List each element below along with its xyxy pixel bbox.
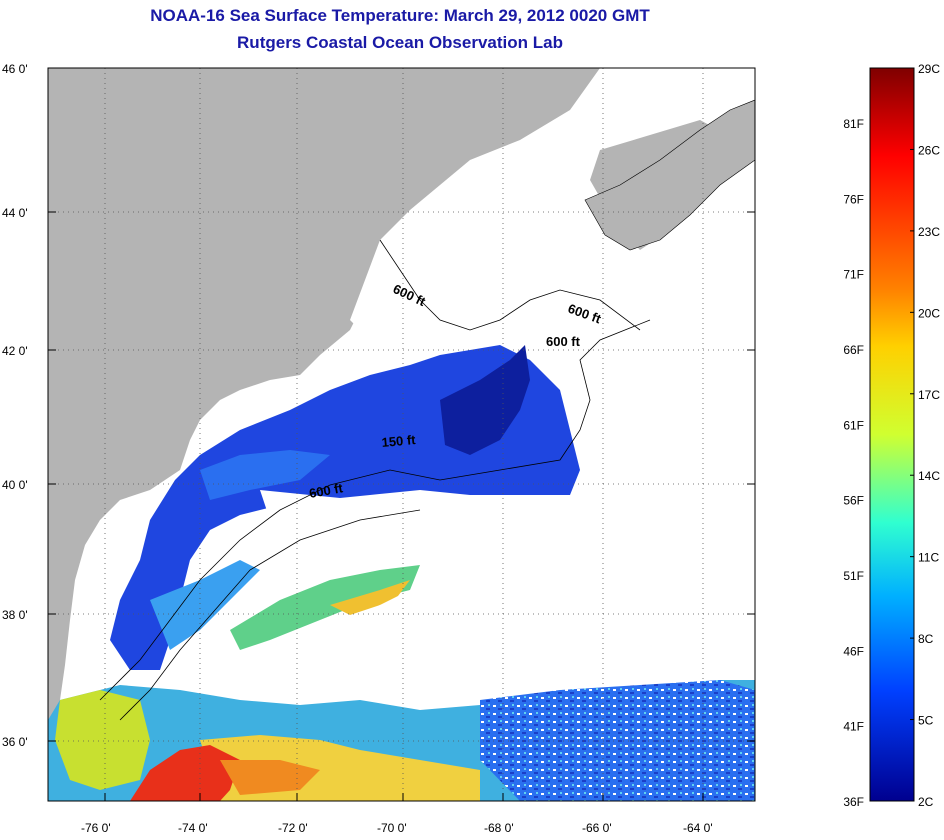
- colorbar-celsius-label: 29C: [918, 62, 940, 76]
- contour-label-600ft-south: 600 ft: [308, 480, 345, 501]
- lat-label-46: 46 0': [2, 62, 28, 76]
- colorbar-fahrenheit-label: 76F: [843, 192, 864, 206]
- land-nova-scotia: [584, 99, 755, 251]
- sst-gulf-stream: [130, 745, 240, 801]
- colorbar-fahrenheit-label: 51F: [843, 569, 864, 583]
- axis-ticks: [48, 67, 755, 801]
- colorbar-fahrenheit-label: 61F: [843, 418, 864, 432]
- lat-label-38: 38 0': [2, 608, 28, 622]
- sst-coldest-georges-bank: [440, 345, 530, 455]
- colorbar-celsius-label: 11C: [918, 551, 939, 565]
- lon-label-70: -70 0': [377, 821, 407, 835]
- colorbar-celsius-label: 17C: [918, 388, 940, 402]
- colorbar-fahrenheit-label: 46F: [843, 644, 864, 658]
- colorbar-fahrenheit-label: 56F: [843, 494, 864, 508]
- colorbar-celsius-label: 20C: [918, 306, 940, 320]
- colorbar-celsius-label: 8C: [918, 632, 934, 646]
- lon-label-72: -72 0': [278, 821, 308, 835]
- map-title: NOAA-16 Sea Surface Temperature: March 2…: [150, 6, 650, 25]
- land-us-east-coast: [48, 68, 755, 760]
- sst-map: 600 ft 600 ft 600 ft 150 ft 600 ft 46 0'…: [2, 62, 756, 835]
- map-frame: [47, 67, 756, 802]
- colorbar-celsius-label: 2C: [918, 795, 934, 809]
- colorbar-fahrenheit-label: 81F: [843, 117, 864, 131]
- colorbar-fahrenheit-label: 71F: [843, 268, 864, 282]
- contour-label-150ft: 150 ft: [381, 432, 417, 450]
- bathymetry-contours: [99, 239, 651, 721]
- lon-label-68: -68 0': [484, 821, 514, 835]
- color-scale: 29C 26C 23C 20C 17C 14C 11C 8C 5C 2C 81F 76F 71F 66F 6…: [843, 62, 940, 809]
- colorbar-fahrenheit-label: 36F: [843, 795, 864, 809]
- lon-label-76: -76 0': [81, 821, 111, 835]
- colorbar-celsius-label: 23C: [918, 225, 940, 239]
- lat-label-42: 42 0': [2, 344, 28, 358]
- contour-label-600ft-east: 600 ft: [546, 334, 581, 349]
- colorbar-celsius-label: 14C: [918, 469, 940, 483]
- lat-label-40: 40 0': [2, 478, 28, 492]
- graticule: [48, 68, 755, 801]
- map-subtitle: Rutgers Coastal Ocean Observation Lab: [237, 33, 563, 52]
- lon-label-64: -64 0': [683, 821, 713, 835]
- lat-label-44: 44 0': [2, 206, 28, 220]
- lon-label-74: -74 0': [178, 821, 208, 835]
- lat-label-36: 36 0': [2, 735, 28, 749]
- colorbar-fahrenheit-label: 66F: [843, 343, 864, 357]
- color-scale-bar: [869, 67, 915, 802]
- colorbar-celsius-label: 26C: [918, 143, 940, 157]
- colorbar-fahrenheit-label: 41F: [843, 720, 864, 734]
- sst-warm-filament: [230, 565, 420, 650]
- colorbar-celsius-label: 5C: [918, 714, 934, 728]
- lon-label-66: -66 0': [582, 821, 612, 835]
